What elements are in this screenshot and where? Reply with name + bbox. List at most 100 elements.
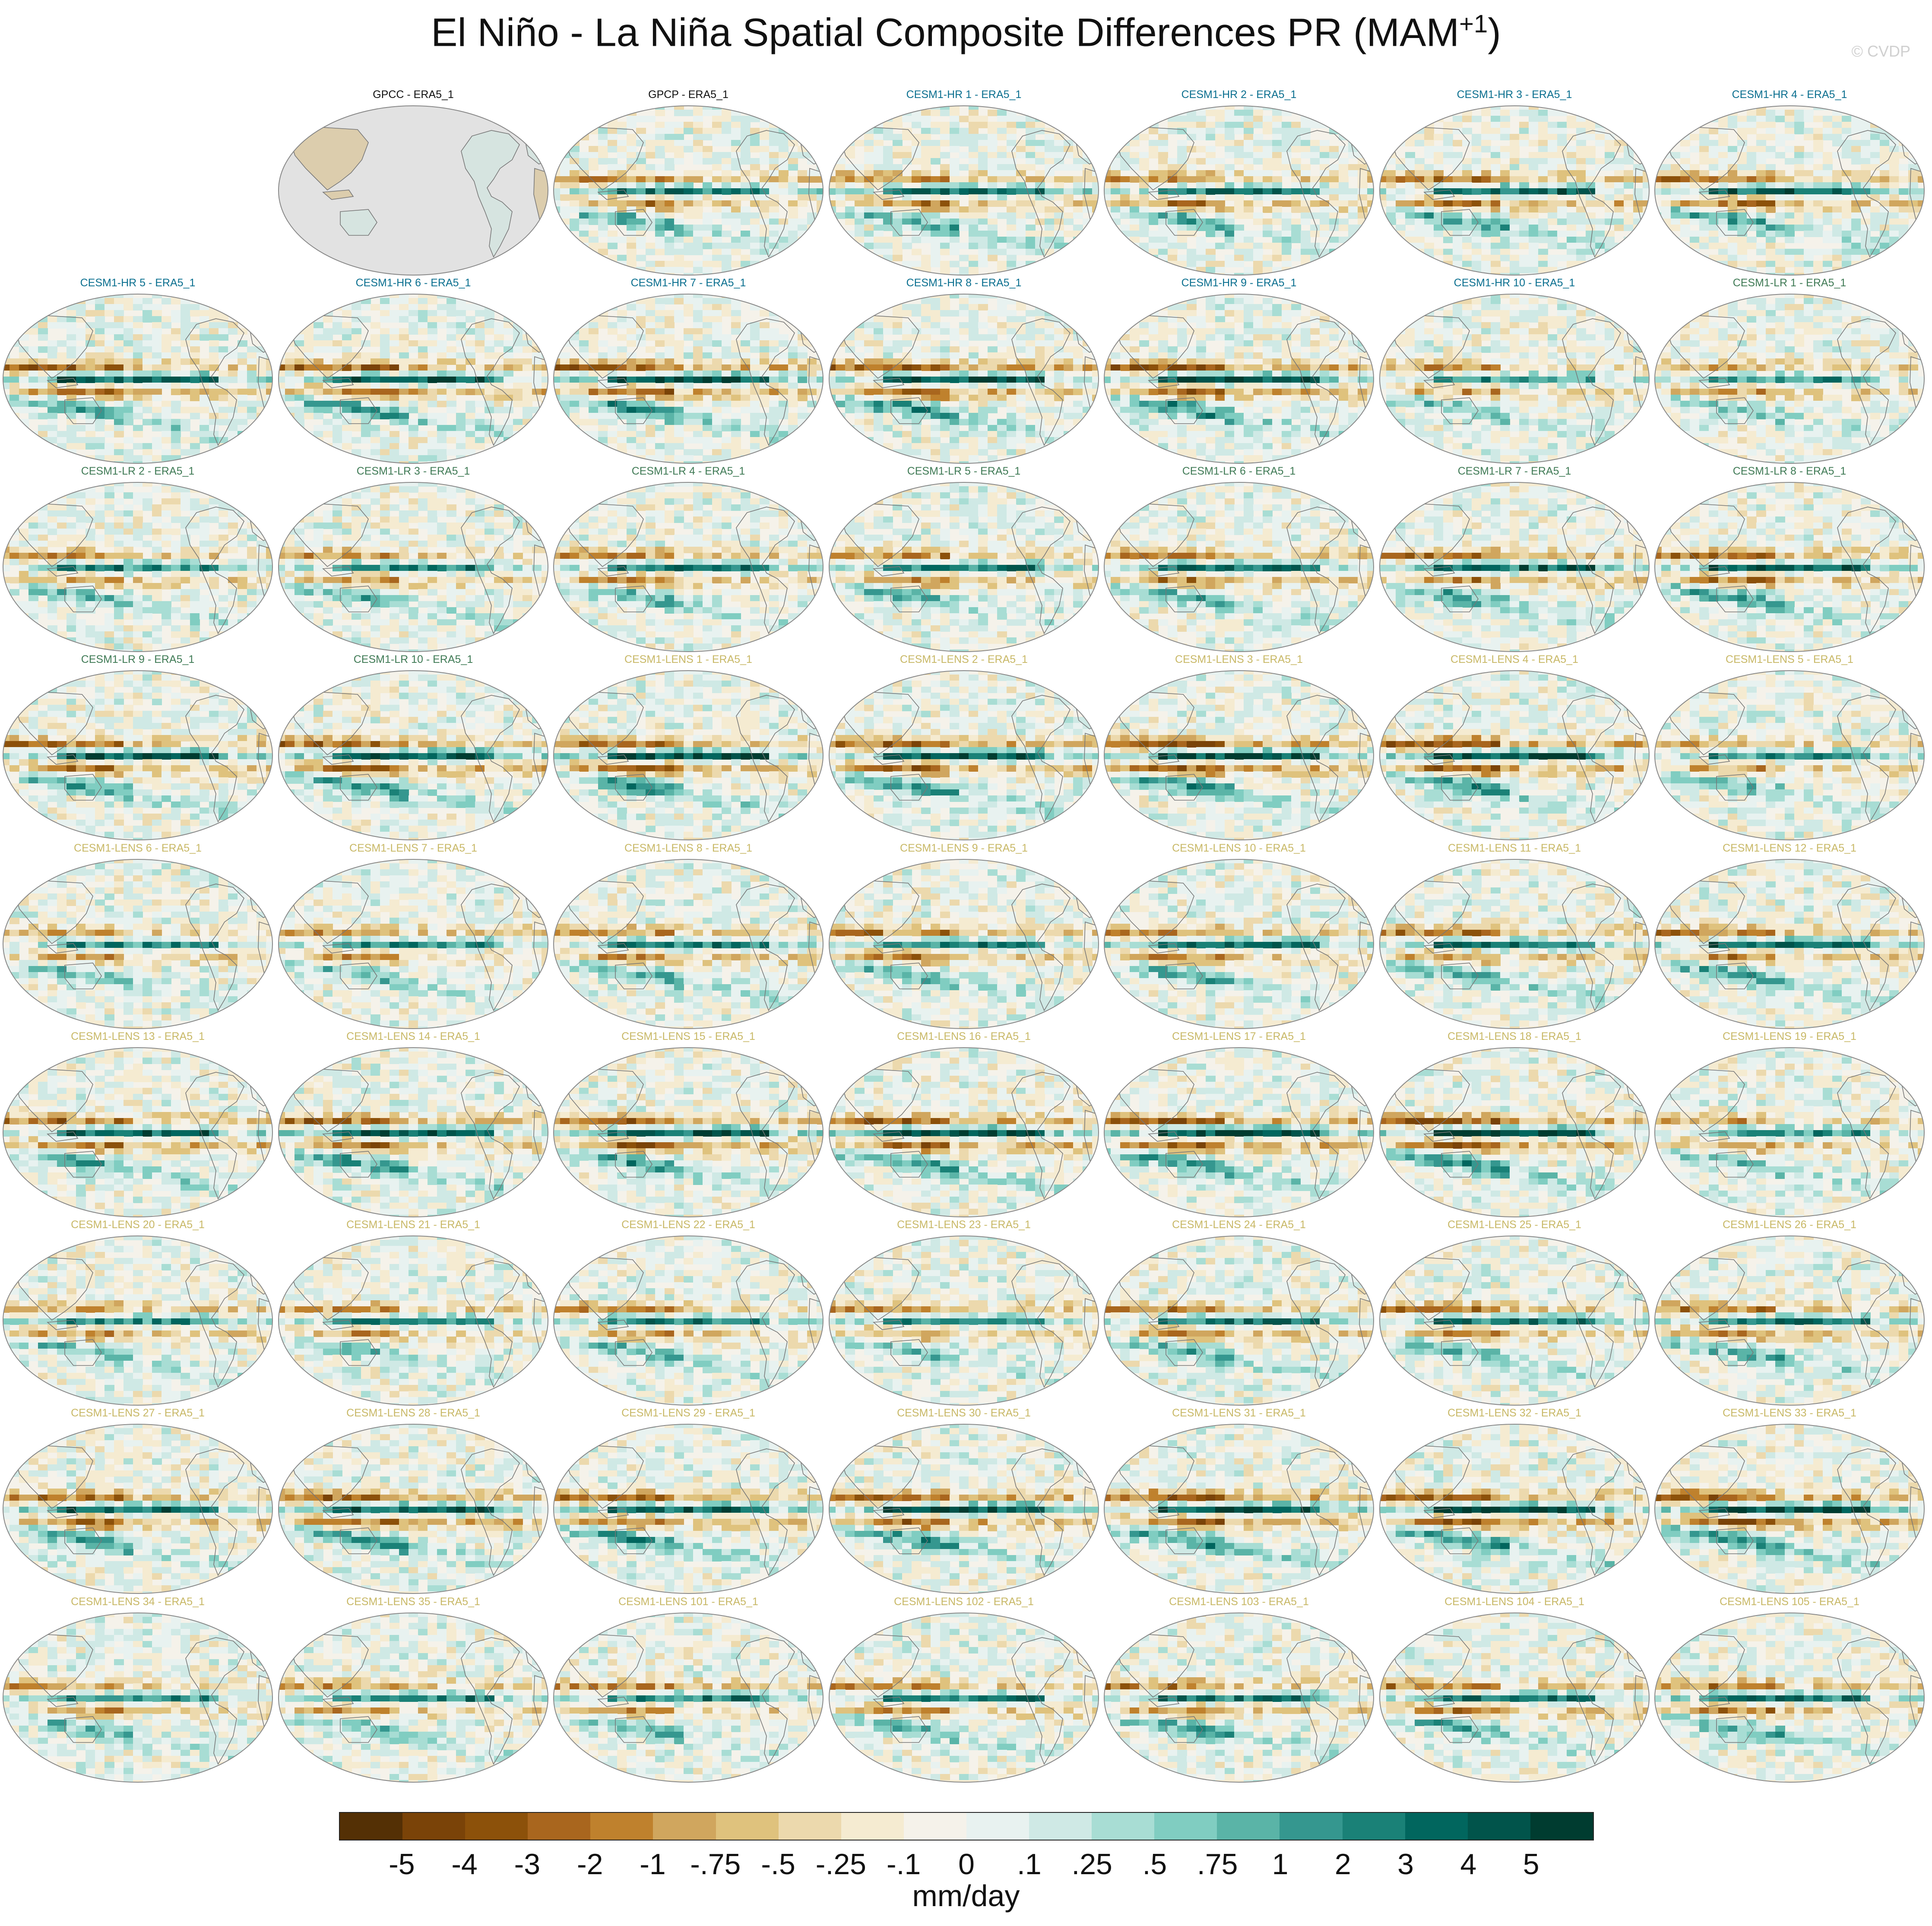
anomaly-cell xyxy=(554,106,561,110)
anomaly-cell xyxy=(1737,176,1747,183)
anomaly-cell xyxy=(1158,200,1168,207)
anomaly-cell xyxy=(731,134,741,140)
anomaly-cell xyxy=(1367,152,1374,158)
anomaly-cell xyxy=(655,140,665,146)
anomaly-cell xyxy=(532,371,542,377)
anomaly-cell xyxy=(418,413,428,419)
anomaly-cell xyxy=(1120,261,1130,267)
anomaly-cell xyxy=(760,188,770,195)
anomaly-cell xyxy=(1861,164,1871,171)
anomaly-cell xyxy=(542,310,548,317)
anomaly-cell xyxy=(1434,231,1444,237)
anomaly-cell xyxy=(798,176,808,183)
anomaly-cell xyxy=(1889,106,1899,110)
anomaly-cell xyxy=(228,425,238,431)
anomaly-cell xyxy=(1320,106,1330,110)
anomaly-cell xyxy=(1301,219,1311,225)
anomaly-cell xyxy=(1206,182,1216,189)
anomaly-cell xyxy=(238,407,247,413)
anomaly-cell xyxy=(1823,206,1833,213)
anomaly-cell xyxy=(769,176,779,183)
anomaly-cell xyxy=(1139,122,1149,128)
anomaly-cell xyxy=(1329,106,1339,110)
anomaly-cell xyxy=(390,443,399,450)
anomaly-cell xyxy=(978,219,988,225)
anomaly-cell xyxy=(1396,237,1406,243)
anomaly-cell xyxy=(1823,261,1833,267)
anomaly-cell xyxy=(409,298,418,304)
anomaly-cell xyxy=(1234,206,1244,213)
anomaly-cell xyxy=(1386,140,1396,146)
anomaly-cell xyxy=(171,419,181,425)
anomaly-cell xyxy=(554,304,561,310)
anomaly-cell xyxy=(38,383,48,389)
anomaly-cell xyxy=(1643,249,1649,255)
anomaly-cell xyxy=(1301,267,1311,273)
anomaly-cell xyxy=(447,304,456,310)
anomaly-cell xyxy=(247,413,257,419)
anomaly-cell xyxy=(409,371,418,377)
anomaly-cell xyxy=(874,182,884,189)
anomaly-cell xyxy=(1880,116,1890,122)
anomaly-cell xyxy=(523,413,532,419)
anomaly-cell xyxy=(1083,255,1093,261)
anomaly-cell xyxy=(1386,206,1396,213)
anomaly-cell xyxy=(447,395,456,401)
anomaly-cell xyxy=(1386,170,1396,177)
anomaly-cell xyxy=(1007,134,1017,140)
anomaly-cell xyxy=(181,377,190,383)
anomaly-cell xyxy=(1737,255,1747,261)
anomaly-cell xyxy=(361,364,371,371)
panel-title: GPCC - ERA5_1 xyxy=(276,89,551,101)
anomaly-cell xyxy=(38,328,48,335)
anomaly-cell xyxy=(1880,194,1890,201)
anomaly-cell xyxy=(76,352,86,359)
anomaly-cell xyxy=(1083,200,1093,207)
anomaly-cell xyxy=(1206,158,1216,165)
anomaly-cell xyxy=(1282,231,1292,237)
anomaly-cell xyxy=(95,322,105,329)
anomaly-cell xyxy=(1472,200,1482,207)
anomaly-cell xyxy=(1196,110,1206,116)
anomaly-cell xyxy=(1690,188,1700,195)
anomaly-cell xyxy=(665,158,675,165)
anomaly-cell xyxy=(247,358,257,365)
anomaly-cell xyxy=(883,134,893,140)
anomaly-cell xyxy=(1092,237,1099,243)
anomaly-cell xyxy=(1576,122,1586,128)
anomaly-cell xyxy=(1680,170,1690,177)
anomaly-cell xyxy=(86,358,95,365)
anomaly-cell xyxy=(883,237,893,243)
anomaly-cell xyxy=(950,116,960,122)
anomaly-cell xyxy=(1244,116,1254,122)
anomaly-cell xyxy=(19,395,29,401)
anomaly-cell xyxy=(1500,249,1510,255)
anomaly-cell xyxy=(409,437,418,443)
anomaly-cell xyxy=(560,116,570,122)
anomaly-cell xyxy=(1168,158,1178,165)
anomaly-cell xyxy=(1529,116,1539,122)
anomaly-cell xyxy=(1158,219,1168,225)
anomaly-cell xyxy=(76,413,86,419)
anomaly-cell xyxy=(1291,122,1301,128)
anomaly-cell xyxy=(817,294,823,298)
anomaly-cell xyxy=(608,146,618,152)
anomaly-cell xyxy=(3,419,10,425)
anomaly-cell xyxy=(921,152,931,158)
anomaly-cell xyxy=(342,310,352,317)
anomaly-cell xyxy=(1624,194,1634,201)
anomaly-cell xyxy=(988,200,998,207)
anomaly-cell xyxy=(988,249,998,255)
anomaly-cell xyxy=(1244,134,1254,140)
anomaly-cell xyxy=(969,194,979,201)
anomaly-cell xyxy=(608,194,618,201)
anomaly-cell xyxy=(829,110,836,116)
anomaly-cell xyxy=(874,176,884,183)
anomaly-cell xyxy=(807,267,817,273)
anomaly-cell xyxy=(560,170,570,177)
anomaly-cell xyxy=(855,106,865,110)
anomaly-cell xyxy=(1832,249,1842,255)
anomaly-cell xyxy=(1680,267,1690,273)
anomaly-cell xyxy=(209,310,219,317)
anomaly-cell xyxy=(152,371,162,377)
